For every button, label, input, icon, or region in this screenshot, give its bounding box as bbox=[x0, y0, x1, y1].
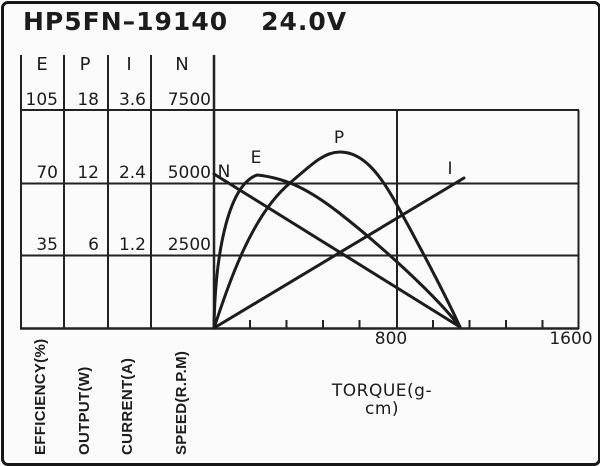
tick-e-70: 70 bbox=[36, 163, 58, 183]
curve-output-p bbox=[212, 150, 462, 330]
tick-e-35: 35 bbox=[36, 235, 58, 255]
title-model: HP5FN–19140 bbox=[23, 7, 229, 36]
tick-n-5000: 5000 bbox=[167, 163, 211, 183]
col-header-p: P bbox=[79, 54, 91, 75]
curve-label-i: I bbox=[447, 159, 453, 179]
x-axis-ticks bbox=[249, 320, 544, 328]
tick-p-6: 6 bbox=[88, 235, 99, 255]
tick-e-105: 105 bbox=[25, 90, 58, 110]
col-header-n: N bbox=[175, 54, 189, 75]
title-voltage: 24.0V bbox=[261, 7, 348, 36]
x-axis-title: TORQUE(g-cm) bbox=[331, 381, 433, 419]
curves bbox=[212, 150, 466, 330]
y-axis-name-current: CURRENT(A) bbox=[119, 357, 136, 455]
tick-n-7500: 7500 bbox=[167, 90, 211, 110]
curve-label-n: N bbox=[217, 162, 231, 182]
page-title: HP5FN–19140 24.0V bbox=[23, 7, 347, 36]
tick-p-18: 18 bbox=[77, 90, 99, 110]
tick-n-2500: 2500 bbox=[167, 235, 211, 255]
tick-i-3-6: 3.6 bbox=[118, 90, 146, 110]
col-header-e: E bbox=[36, 54, 48, 75]
tick-i-2-4: 2.4 bbox=[118, 163, 146, 183]
y-axis-name-speed: SPEED(R.P.M) bbox=[173, 350, 190, 455]
tick-i-1-2: 1.2 bbox=[118, 235, 146, 255]
curve-speed-n bbox=[212, 172, 462, 329]
x-tick-label-800: 800 bbox=[374, 329, 408, 349]
curve-efficiency-e bbox=[212, 173, 462, 330]
grid-lines bbox=[20, 55, 580, 330]
curve-label-p: P bbox=[333, 128, 345, 148]
curve-current-i bbox=[212, 176, 466, 330]
y-axis-name-output: OUTPUT(W) bbox=[76, 366, 93, 455]
curve-label-e: E bbox=[250, 148, 262, 168]
tick-p-12: 12 bbox=[77, 163, 99, 183]
col-header-i: I bbox=[126, 54, 132, 75]
x-tick-label-1600: 1600 bbox=[549, 329, 593, 349]
y-axis-name-efficiency: EFFICIENCY(%) bbox=[32, 338, 49, 455]
